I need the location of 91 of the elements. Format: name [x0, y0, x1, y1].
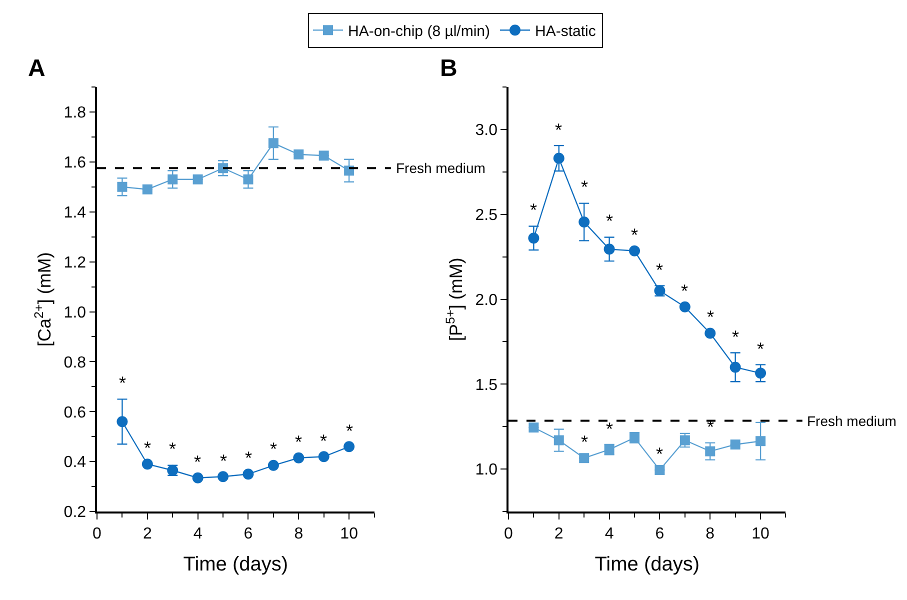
y-tick-label: 0.2 [64, 504, 86, 522]
point [318, 451, 330, 462]
y-tick-label: 1.0 [475, 462, 498, 479]
y-tick-label: 1.8 [64, 104, 86, 122]
y-tick-label: 1.2 [64, 254, 86, 272]
annotation: * [555, 120, 562, 140]
point [142, 184, 152, 194]
x-tick-label: 10 [340, 526, 358, 543]
point [604, 244, 615, 255]
point [553, 152, 564, 164]
y-tick-label: 1.0 [64, 304, 86, 322]
annotation: * [707, 307, 714, 327]
annotation: * [656, 260, 664, 280]
annotation: * [245, 448, 252, 468]
y-tick-label: 1.4 [64, 204, 86, 222]
point [528, 422, 539, 433]
y-tick-label: 0.8 [64, 354, 86, 372]
annotation: * [295, 432, 302, 452]
x-axis-title: Time (days) [594, 554, 700, 576]
point [242, 468, 254, 480]
annotation: * [581, 432, 588, 452]
annotation: * [530, 200, 538, 220]
point [629, 245, 640, 256]
y-tick-label: 0.4 [64, 454, 86, 472]
annotation: * [346, 421, 354, 441]
point [756, 436, 766, 446]
point [117, 182, 128, 192]
x-tick-label: 4 [193, 526, 202, 543]
y-tick-label: 2.0 [475, 292, 498, 309]
ref-line-label: Fresh medium [807, 413, 896, 429]
point [192, 472, 204, 484]
point [268, 138, 278, 148]
x-tick-label: 0 [504, 526, 514, 543]
legend-label: HA-on-chip (8 µl/min) [348, 22, 490, 40]
annotation: * [757, 339, 764, 359]
point [679, 301, 690, 312]
point [730, 362, 741, 373]
annotation: * [656, 444, 664, 464]
point [142, 458, 153, 470]
annotation: * [270, 439, 278, 459]
annotation: * [144, 438, 152, 458]
point [294, 149, 304, 160]
y-tick-label: 1.5 [475, 376, 498, 394]
point [654, 464, 665, 475]
x-tick-label: 6 [244, 526, 253, 543]
point [293, 452, 304, 464]
point [218, 471, 229, 482]
point [268, 460, 279, 471]
y-tick-label: 1.6 [64, 154, 86, 172]
x-tick-label: 0 [92, 526, 102, 543]
point [344, 166, 354, 176]
x-tick-label: 2 [554, 526, 564, 543]
x-tick-label: 2 [142, 526, 152, 543]
x-tick-label: 6 [655, 526, 664, 543]
x-tick-label: 8 [706, 526, 715, 543]
annotation: * [581, 177, 588, 197]
point [578, 216, 590, 228]
annotation: * [606, 419, 614, 439]
point [243, 174, 254, 184]
y-tick-label: 0.6 [64, 404, 86, 422]
annotation: * [220, 451, 228, 471]
annotation: * [606, 211, 614, 231]
point [705, 446, 716, 456]
chart-title: A [28, 55, 46, 82]
x-tick-label: 10 [752, 526, 770, 543]
point [344, 441, 355, 452]
point [579, 453, 590, 464]
point [704, 328, 716, 339]
point [730, 440, 740, 450]
point [755, 368, 766, 379]
point [528, 232, 540, 244]
annotation: * [631, 225, 638, 245]
point [554, 435, 564, 446]
x-tick-label: 4 [604, 526, 614, 543]
point [318, 150, 329, 161]
annotation: * [194, 452, 202, 472]
legend-label: HA-static [535, 22, 596, 40]
point [168, 174, 178, 184]
point [116, 416, 128, 428]
point [192, 174, 203, 184]
annotation: * [119, 373, 126, 393]
x-tick-label: 8 [294, 526, 304, 543]
annotation: * [169, 439, 176, 459]
y-tick-label: 3.0 [475, 122, 498, 140]
x-axis-title: Time (days) [183, 554, 288, 576]
annotation: * [732, 327, 740, 347]
y-tick-label: 2.5 [475, 206, 498, 224]
annotation: * [681, 281, 688, 301]
ref-line-label: Fresh medium [396, 160, 486, 176]
annotation: * [320, 431, 328, 451]
chart-title: B [440, 55, 458, 82]
